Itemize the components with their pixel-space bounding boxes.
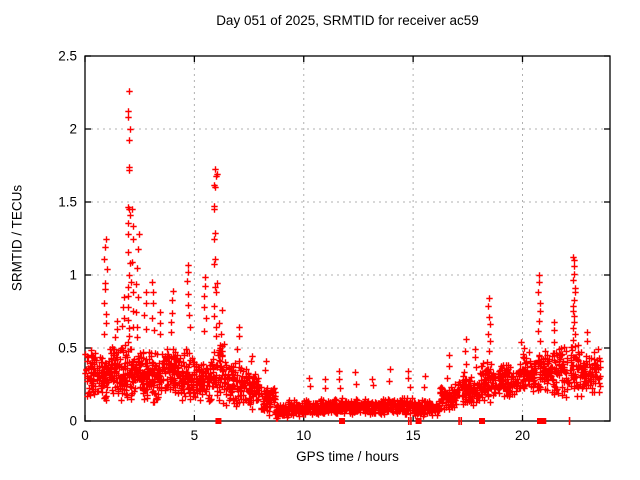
svg-text:1: 1 (69, 268, 77, 283)
svg-text:1.5: 1.5 (58, 195, 77, 210)
chart-title: Day 051 of 2025, SRMTID for receiver ac5… (216, 13, 479, 28)
data-points (82, 88, 604, 422)
svg-text:0.5: 0.5 (58, 341, 77, 356)
tick-marks (84, 55, 610, 422)
plot-border (84, 55, 611, 422)
svg-text:0: 0 (69, 414, 77, 429)
svg-text:20: 20 (515, 428, 530, 443)
zero-markers (215, 417, 571, 425)
svg-text:5: 5 (191, 428, 199, 443)
svg-text:2.5: 2.5 (58, 49, 77, 64)
gridlines (85, 56, 610, 421)
x-axis-label: GPS time / hours (296, 449, 399, 464)
svg-text:10: 10 (296, 428, 311, 443)
tick-labels: 0 5 10 15 20 0 0.5 1 1.5 2 2.5 (58, 49, 530, 444)
svg-text:0: 0 (81, 428, 89, 443)
svg-text:15: 15 (406, 428, 421, 443)
svg-text:2: 2 (69, 122, 77, 137)
